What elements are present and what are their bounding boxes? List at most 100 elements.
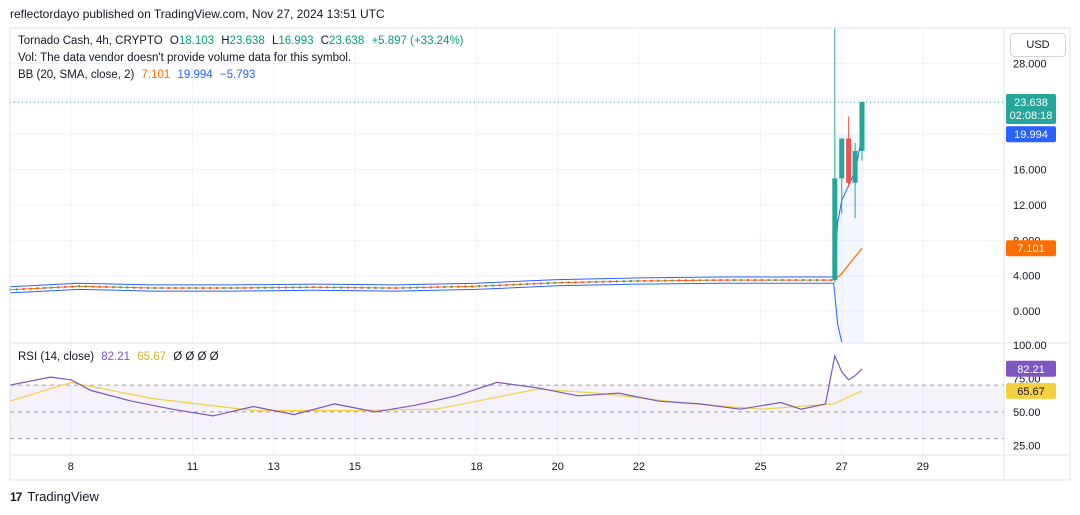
- candle-body: [29, 287, 32, 290]
- volume-note: Vol: The data vendor doesn't provide vol…: [18, 52, 352, 64]
- candle-body: [277, 286, 280, 289]
- candle-body: [174, 286, 177, 290]
- candle-body: [367, 286, 370, 289]
- candle-body: [243, 286, 246, 289]
- candle-body: [319, 286, 322, 289]
- candle-body: [484, 284, 487, 287]
- candle-body: [291, 286, 294, 289]
- candle-body: [788, 279, 791, 282]
- candle-body: [105, 285, 108, 289]
- footer-brand[interactable]: 17 TradingView: [10, 489, 99, 504]
- rsi-tick-label: 25.00: [1013, 440, 1041, 452]
- symbol-name: Tornado Cash, 4h, CRYPTO: [18, 35, 163, 47]
- candle-body: [684, 279, 687, 282]
- candle-body: [822, 279, 825, 282]
- bb-basis-badge-bg: [1006, 240, 1056, 257]
- candle-body: [629, 280, 632, 283]
- bb-lower-value: −5.793: [219, 69, 256, 81]
- candle-body: [119, 286, 122, 289]
- candle-body: [553, 281, 556, 284]
- symbol-legend: Tornado Cash, 4h, CRYPTO O18.103 H23.638…: [18, 35, 468, 47]
- candle-body: [650, 279, 653, 282]
- candle-body: [153, 286, 156, 290]
- candle-body: [395, 286, 398, 290]
- candle-body: [50, 286, 53, 289]
- publisher-line: reflectordayo published on TradingView.c…: [10, 7, 385, 21]
- candle-body: [471, 285, 474, 288]
- candle-body: [581, 281, 584, 284]
- candle-body: [84, 285, 87, 288]
- price-plot: [9, 28, 1004, 343]
- bb-basis-badge: 7.101: [1006, 240, 1056, 257]
- candle-body: [360, 286, 363, 289]
- axes: [9, 27, 1071, 481]
- ohlc-close: C23.638: [320, 35, 365, 47]
- rsi-ma-value: 65.67: [137, 351, 167, 363]
- last-price-badge-text: 02:08:18: [1010, 110, 1053, 122]
- x-tick-label: 25: [754, 461, 766, 473]
- bb-label: BB (20, SMA, close, 2): [18, 69, 135, 81]
- candle-body: [809, 279, 812, 282]
- bb-upper-badge: 19.994: [1006, 126, 1056, 143]
- candle-body: [719, 279, 722, 282]
- rsi-ma-badge-text: 65.67: [1017, 386, 1045, 398]
- candle-body: [698, 279, 701, 282]
- candle-body: [464, 285, 467, 288]
- ohlc-high: H23.638: [221, 35, 265, 47]
- candle-body: [181, 286, 184, 290]
- bb-basis-value: 7.101: [141, 69, 171, 81]
- bb-basis-recent: [833, 247, 863, 281]
- candle-body: [43, 286, 46, 290]
- price-change: +5.897 (+33.24%): [371, 35, 464, 47]
- candle-body: [422, 286, 425, 289]
- last-price-badge-text: 23.638: [1014, 97, 1048, 109]
- candle-body: [540, 282, 543, 285]
- candle-body: [546, 282, 549, 285]
- candle-body: [77, 285, 80, 288]
- candle-body: [567, 281, 570, 284]
- candle-body: [409, 286, 412, 289]
- candle-body: [250, 286, 253, 289]
- candle-body: [795, 279, 798, 282]
- rsi-value-badge: 82.21: [1006, 360, 1056, 377]
- candle-body: [188, 286, 191, 290]
- candle-body: [381, 286, 384, 289]
- candle-body: [781, 279, 784, 282]
- rsi-value-badge-bg: [1006, 360, 1056, 377]
- candle-body: [519, 283, 522, 286]
- candle-body: [374, 286, 377, 289]
- candle-body: [36, 287, 39, 290]
- candle-body: [740, 279, 743, 282]
- candle-body: [140, 286, 143, 289]
- candle-body: [533, 282, 536, 285]
- grid: [10, 28, 1004, 455]
- candle-body: [526, 283, 529, 286]
- candle-body: [326, 286, 329, 289]
- x-tick-label: 27: [836, 461, 848, 473]
- candle-body: [284, 286, 287, 289]
- axis-labels: 811131518202225272928.00024.00020.00016.…: [68, 58, 1056, 473]
- price-tick-label: 4.000: [1013, 271, 1041, 283]
- candle-body: [402, 286, 405, 289]
- candle-body: [671, 279, 674, 282]
- candle-body: [478, 285, 481, 288]
- bb-legend: BB (20, SMA, close, 2) 7.101 19.994 −5.7…: [18, 69, 259, 81]
- candle-body: [126, 286, 129, 289]
- candle-body: [560, 281, 563, 284]
- rsi-line: [9, 353, 863, 417]
- x-tick-label: 20: [552, 461, 564, 473]
- candle-body: [760, 279, 763, 282]
- price-tick-label: 0.000: [1013, 306, 1041, 318]
- candle-body: [859, 101, 865, 151]
- candle-body: [436, 286, 439, 289]
- bb-lower-recent: [833, 282, 843, 343]
- candle-body: [312, 286, 315, 289]
- candle-body: [112, 286, 115, 289]
- candle-body: [664, 279, 667, 282]
- x-tick-label: 15: [349, 461, 361, 473]
- candle-body: [609, 280, 612, 283]
- currency-button[interactable]: USD: [1010, 33, 1066, 57]
- x-tick-label: 29: [917, 461, 929, 473]
- bb-upper-badge-text: 19.994: [1014, 129, 1048, 141]
